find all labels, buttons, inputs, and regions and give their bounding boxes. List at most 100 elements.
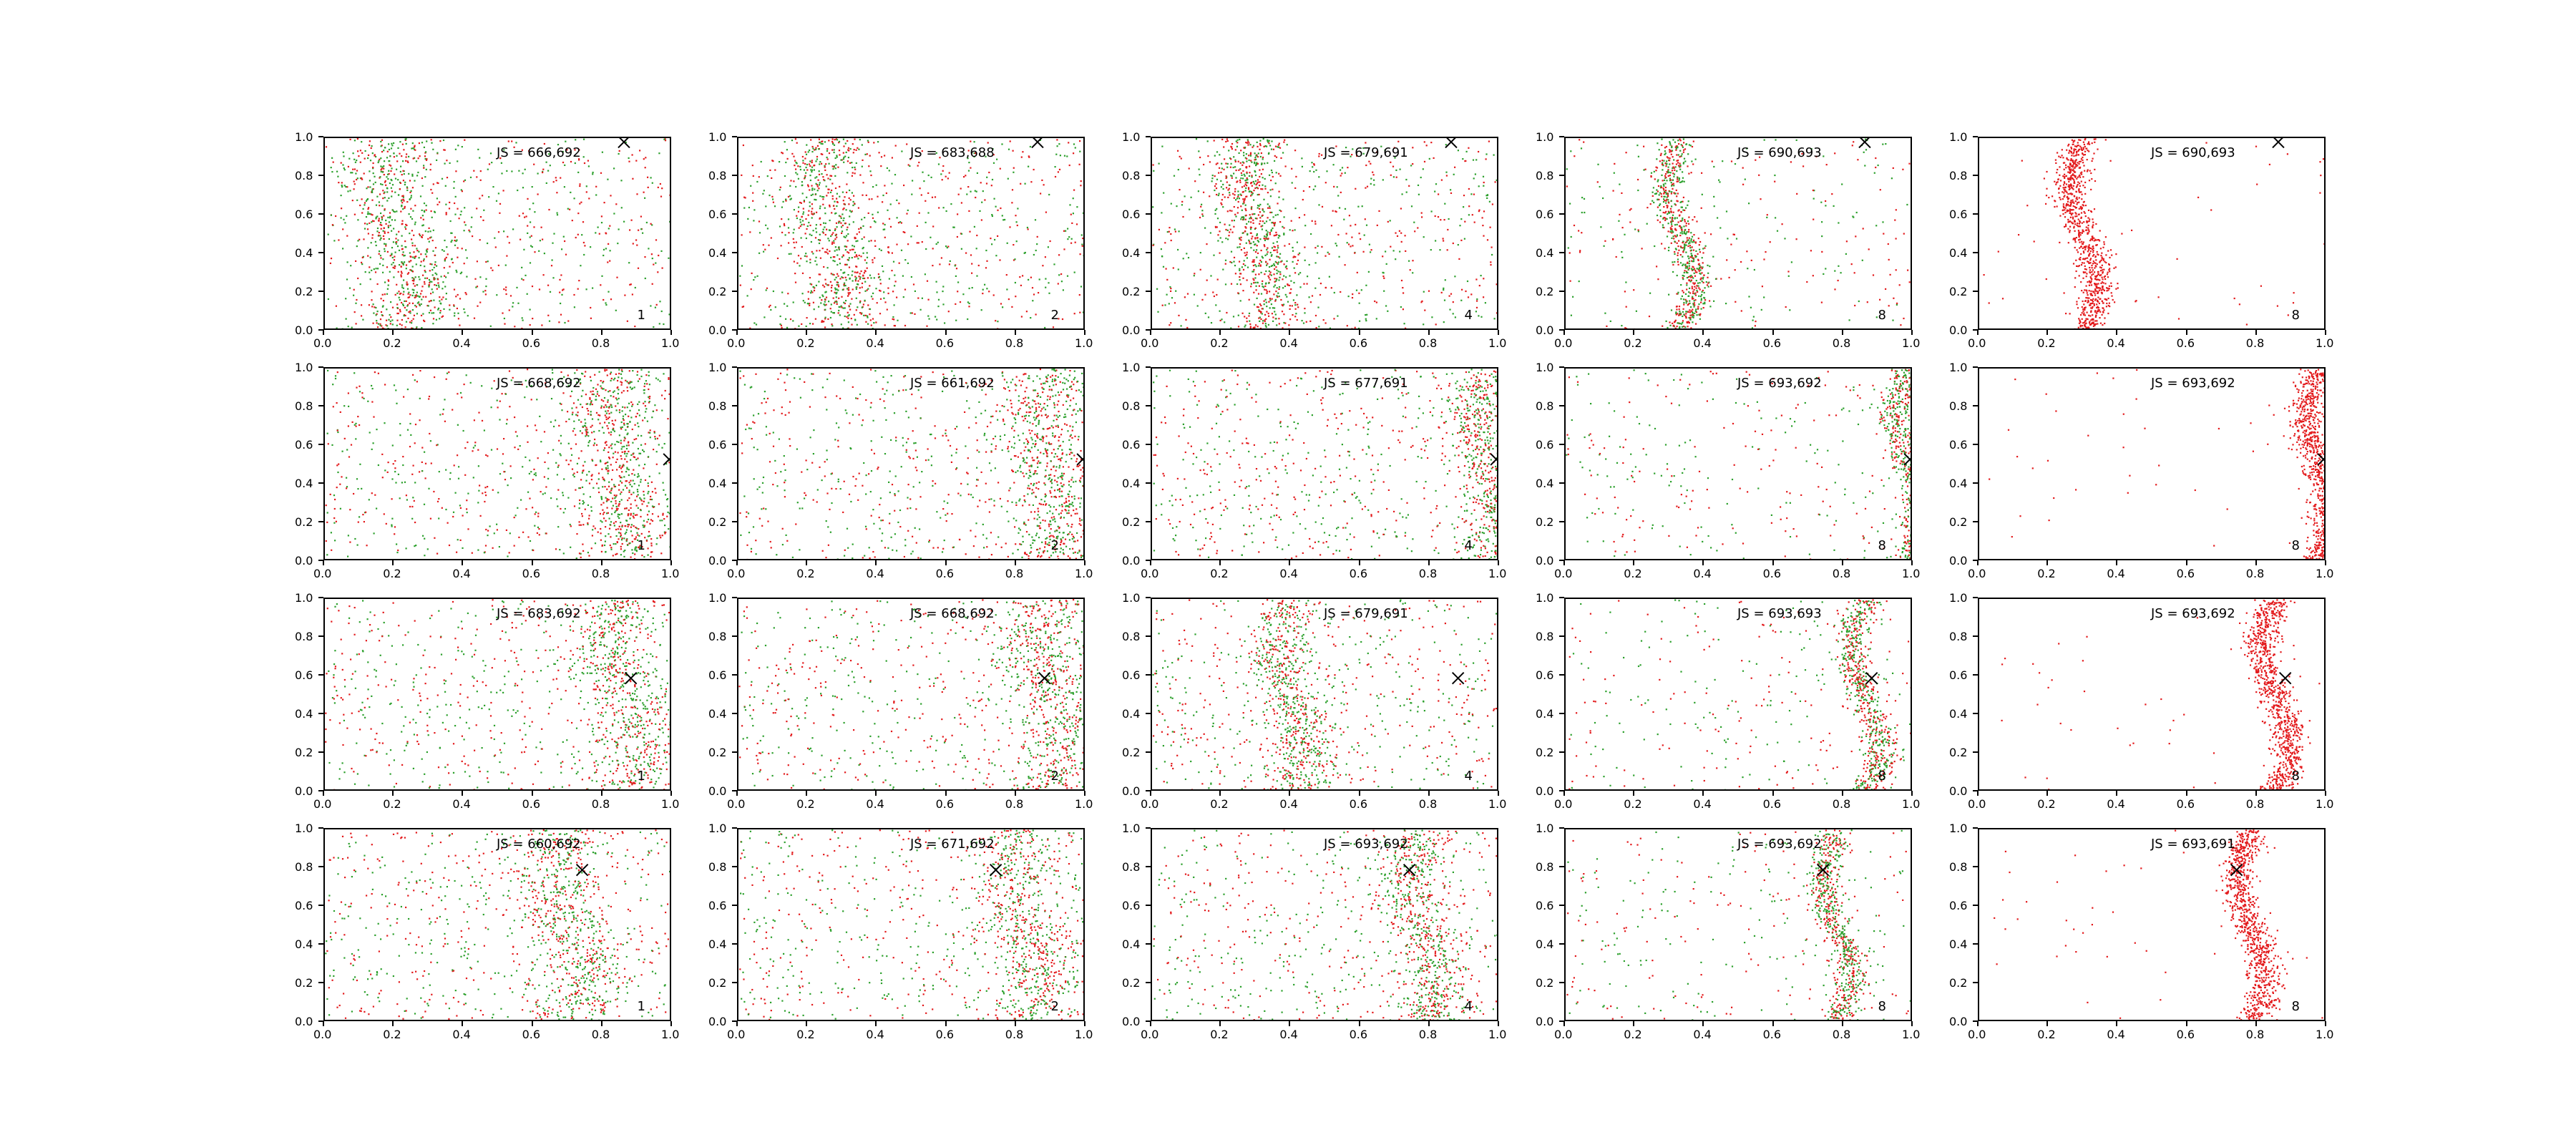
data-point xyxy=(1252,264,1254,267)
data-point xyxy=(1239,279,1241,281)
data-point xyxy=(832,312,834,314)
data-point xyxy=(1670,220,1672,223)
y-tick-mark xyxy=(1146,291,1151,292)
data-point xyxy=(1252,259,1254,261)
data-point xyxy=(862,248,864,250)
scatter-panel: JS = 683,688 2 xyxy=(737,137,1085,330)
data-point xyxy=(1673,192,1675,194)
data-point xyxy=(845,209,847,211)
data-point xyxy=(1282,287,1284,289)
data-point xyxy=(570,191,572,193)
data-point xyxy=(1678,322,1680,324)
data-point xyxy=(1294,304,1297,306)
data-point xyxy=(573,198,575,200)
data-point xyxy=(820,153,822,155)
data-point xyxy=(1228,235,1230,237)
data-point xyxy=(380,169,382,171)
data-point xyxy=(1019,276,1021,278)
data-point xyxy=(362,318,364,321)
data-point xyxy=(835,164,837,166)
data-point xyxy=(1000,207,1002,210)
data-point xyxy=(744,197,746,199)
y-tick-label: 0.8 xyxy=(295,169,313,182)
data-point xyxy=(364,157,366,160)
data-point xyxy=(1234,273,1236,275)
data-point xyxy=(444,260,446,262)
data-point xyxy=(808,163,811,165)
data-point xyxy=(421,225,424,227)
data-point xyxy=(1254,174,1257,177)
data-point xyxy=(833,240,835,242)
data-point xyxy=(854,251,857,253)
data-point xyxy=(411,265,414,268)
data-point xyxy=(1276,233,1278,236)
data-point xyxy=(1697,253,1699,255)
data-point xyxy=(374,271,377,273)
data-point xyxy=(1679,262,1682,264)
data-point xyxy=(822,176,824,178)
data-point xyxy=(834,229,836,231)
data-point xyxy=(1696,268,1698,270)
data-point xyxy=(1670,211,1672,213)
data-point xyxy=(1056,139,1058,141)
data-point xyxy=(387,173,389,175)
data-point xyxy=(1257,281,1259,283)
data-point xyxy=(1677,260,1679,263)
data-point xyxy=(1260,271,1262,273)
data-point xyxy=(882,271,884,273)
data-point xyxy=(634,326,636,328)
data-point xyxy=(818,187,820,190)
data-point xyxy=(1682,151,1684,153)
data-point xyxy=(1221,193,1224,196)
data-point xyxy=(980,309,982,311)
data-point xyxy=(1311,220,1313,222)
data-point xyxy=(1661,138,1663,140)
data-point xyxy=(786,326,789,328)
data-point xyxy=(408,291,410,293)
data-point xyxy=(1286,268,1288,270)
data-point xyxy=(1704,299,1707,301)
data-point xyxy=(1660,152,1662,155)
data-point xyxy=(402,170,404,172)
data-point xyxy=(329,262,331,264)
data-point xyxy=(355,323,357,325)
data-point xyxy=(1670,179,1672,181)
data-point xyxy=(1204,227,1206,229)
data-point xyxy=(531,186,533,188)
data-point xyxy=(829,204,831,206)
data-point xyxy=(1226,176,1228,178)
data-point xyxy=(1447,228,1449,231)
data-point xyxy=(1257,240,1260,243)
data-point xyxy=(1684,245,1686,247)
data-point xyxy=(1681,295,1683,297)
data-point xyxy=(1659,203,1662,205)
data-point xyxy=(415,263,417,265)
data-point xyxy=(436,265,438,267)
data-point xyxy=(985,267,987,269)
data-point xyxy=(836,273,839,275)
data-point xyxy=(1674,146,1677,148)
data-point xyxy=(392,262,394,264)
data-point xyxy=(963,176,965,178)
data-point xyxy=(376,320,378,322)
data-point xyxy=(834,287,836,289)
data-point xyxy=(651,224,653,226)
data-point xyxy=(411,271,414,273)
data-point xyxy=(442,139,445,142)
data-point xyxy=(1684,248,1686,250)
data-point xyxy=(453,305,455,307)
data-point xyxy=(1668,171,1670,173)
data-point xyxy=(1028,278,1030,281)
data-point xyxy=(564,240,566,243)
data-point xyxy=(431,192,434,194)
data-point xyxy=(416,295,419,297)
data-point xyxy=(1712,255,1714,258)
data-point xyxy=(1244,218,1246,220)
data-point xyxy=(1259,217,1262,219)
data-point xyxy=(1240,239,1242,241)
data-point xyxy=(375,268,377,270)
data-point xyxy=(1677,254,1679,256)
data-point xyxy=(1445,175,1448,177)
js-score-label: JS = 690,693 xyxy=(1737,145,1822,160)
data-point xyxy=(1265,282,1267,284)
